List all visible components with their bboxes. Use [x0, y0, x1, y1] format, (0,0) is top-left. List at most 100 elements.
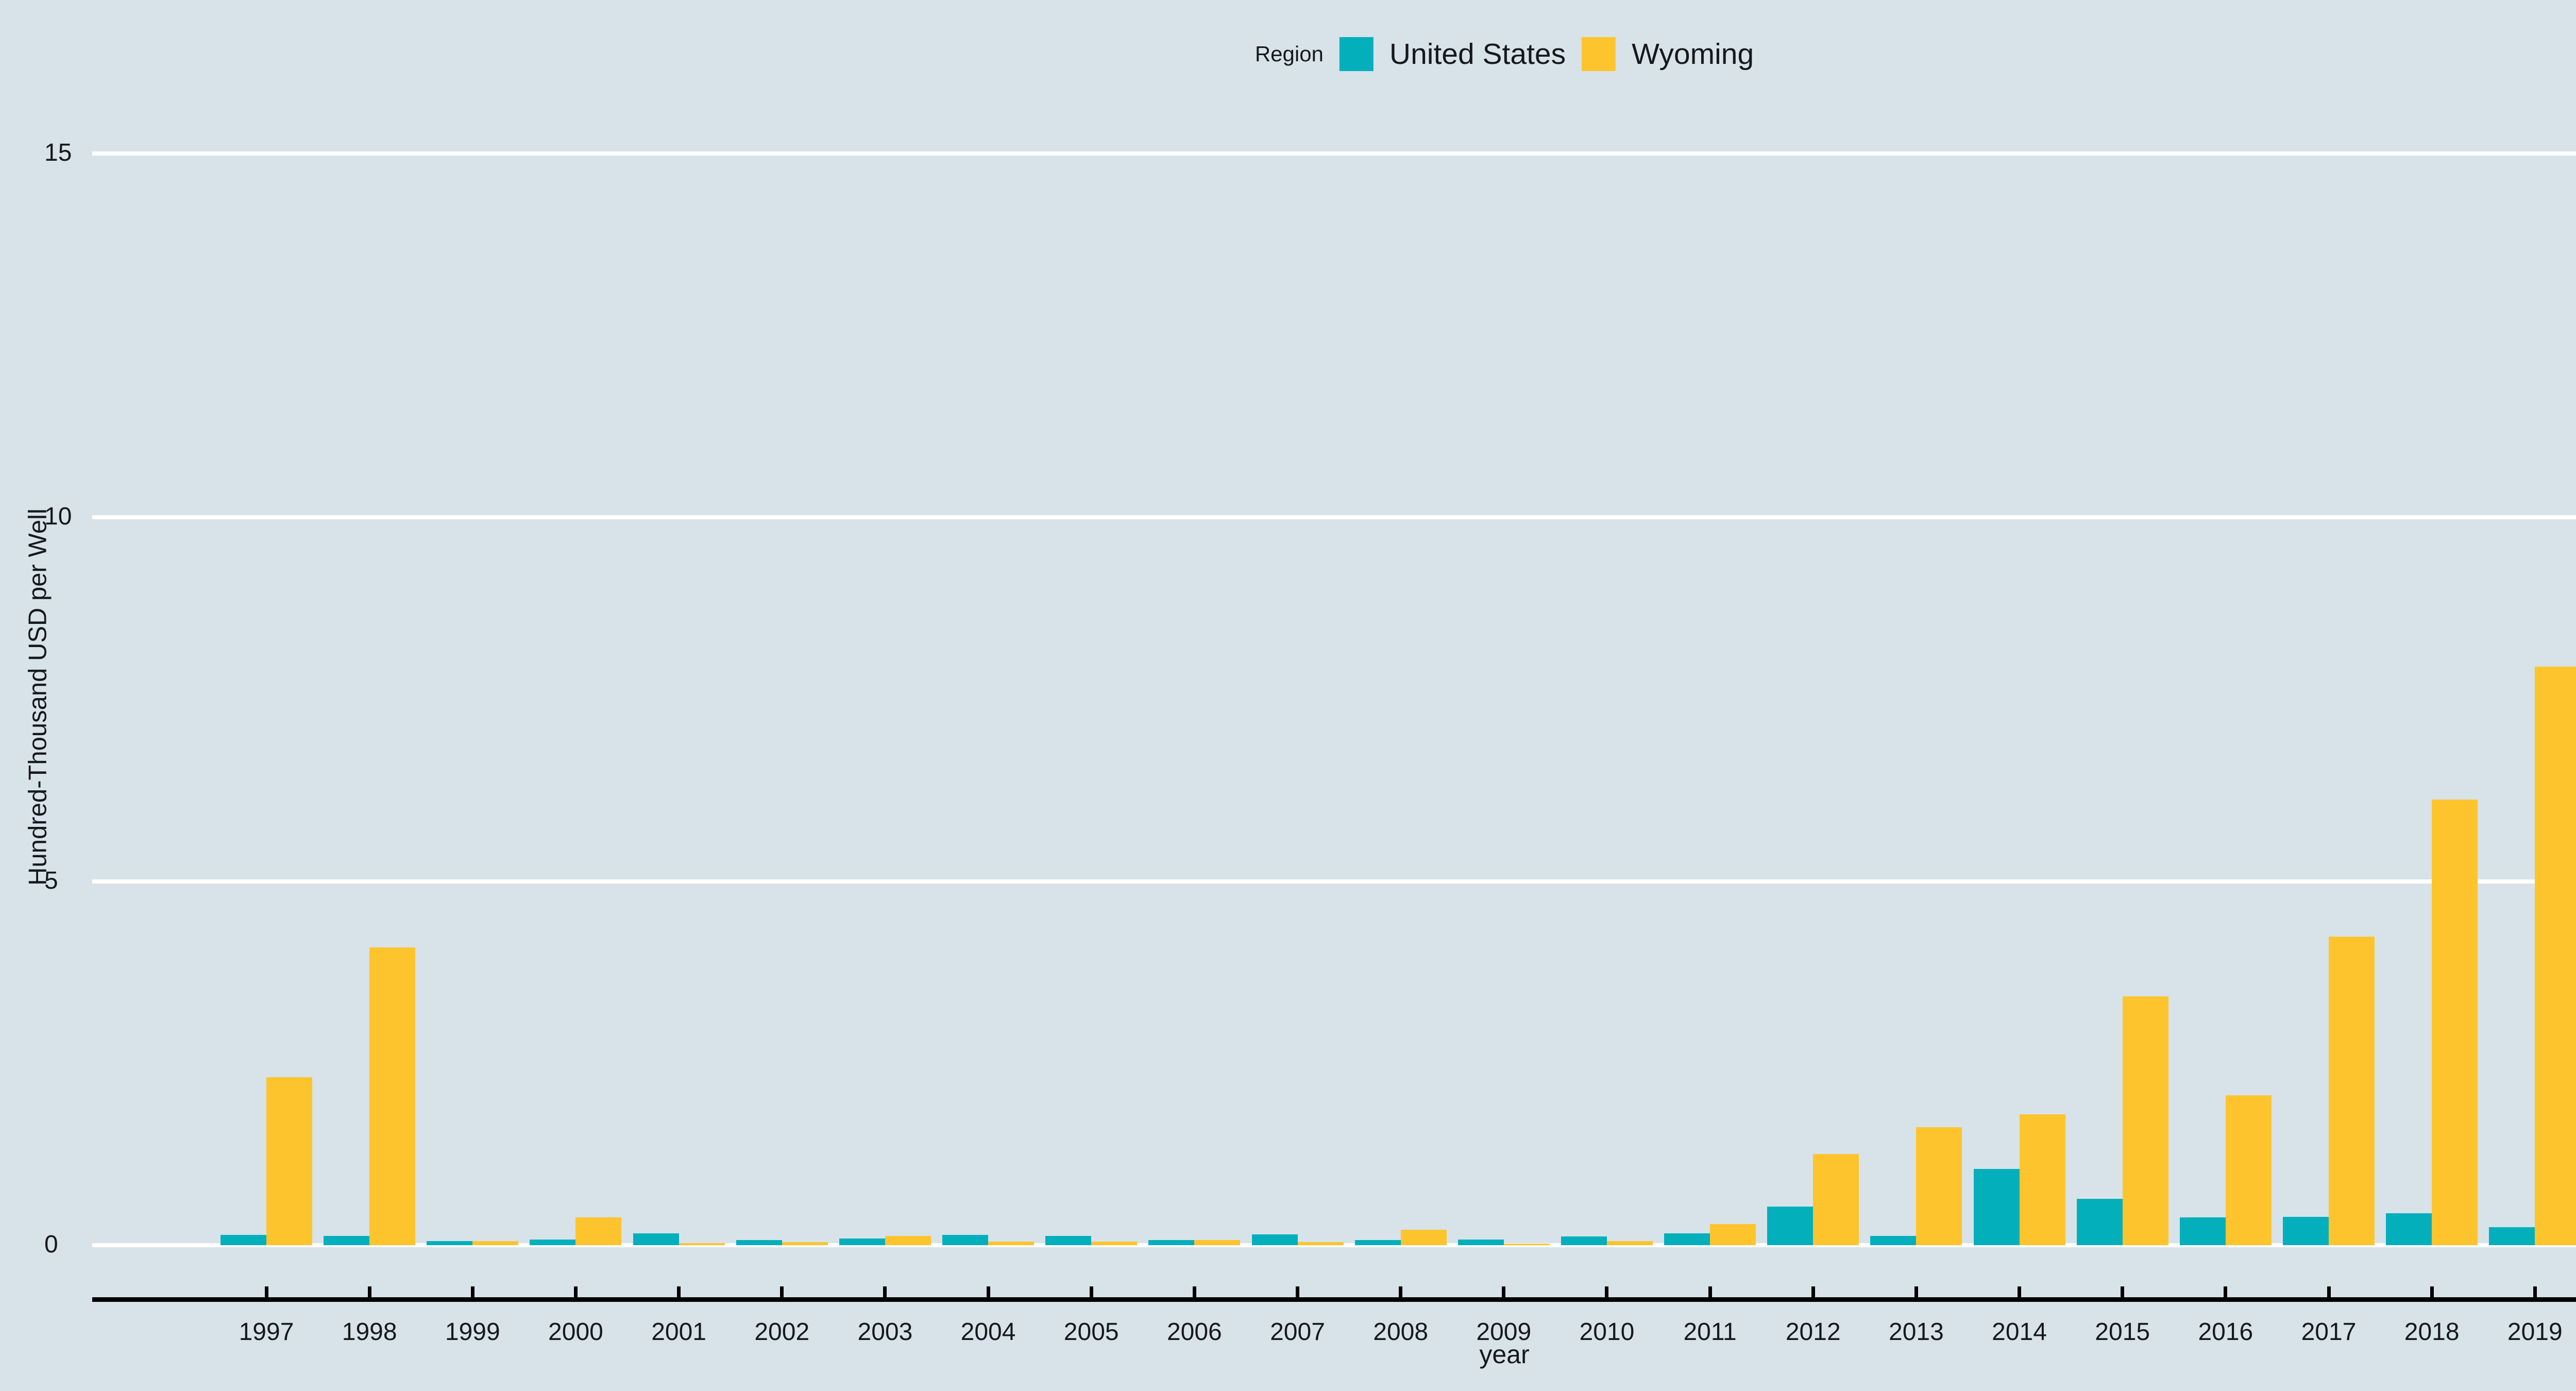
bar-united-states-2005 [1045, 1235, 1092, 1245]
x-tick-label-2004: 2004 [960, 1318, 1016, 1346]
bar-united-states-2014 [1973, 1168, 2020, 1245]
bar-united-states-2013 [1870, 1235, 1917, 1245]
x-tick-label-2009: 2009 [1476, 1318, 1532, 1346]
x-tick-label-1997: 1997 [239, 1318, 294, 1346]
legend: Region United States Wyoming [1255, 37, 1754, 71]
x-axis-tick-2018 [2430, 1286, 2434, 1297]
bar-wyoming-2010 [1606, 1241, 1653, 1245]
bar-united-states-2002 [736, 1240, 782, 1245]
x-axis-tick-2013 [1914, 1286, 1918, 1297]
gridline-y-10 [92, 515, 2576, 519]
bar-united-states-1997 [221, 1235, 266, 1245]
x-axis-tick-2005 [1089, 1286, 1093, 1297]
x-axis-tick-2016 [2224, 1286, 2228, 1297]
bar-wyoming-2003 [885, 1235, 931, 1245]
bar-united-states-2010 [1561, 1236, 1607, 1245]
bar-united-states-1998 [324, 1235, 370, 1245]
x-axis-tick-2017 [2327, 1286, 2331, 1297]
bar-united-states-2004 [942, 1235, 989, 1245]
bar-united-states-2008 [1354, 1240, 1401, 1245]
bar-wyoming-2013 [1916, 1127, 1962, 1245]
bar-united-states-2001 [633, 1233, 679, 1245]
bar-united-states-2016 [2179, 1217, 2226, 1245]
x-tick-label-2014: 2014 [1992, 1318, 2047, 1346]
x-tick-label-2011: 2011 [1683, 1318, 1737, 1346]
x-tick-label-2000: 2000 [548, 1318, 603, 1346]
bar-wyoming-1999 [472, 1241, 519, 1245]
bar-wyoming-2017 [2329, 936, 2375, 1245]
bar-wyoming-2016 [2225, 1095, 2272, 1245]
x-axis-tick-2014 [2018, 1286, 2022, 1297]
x-axis-tick-2011 [1708, 1286, 1712, 1297]
x-axis-tick-1998 [367, 1286, 371, 1297]
x-axis-tick-2019 [2533, 1286, 2537, 1297]
x-tick-label-2016: 2016 [2198, 1318, 2253, 1346]
bar-united-states-2003 [839, 1239, 885, 1245]
x-axis-tick-2008 [1399, 1286, 1403, 1297]
bar-wyoming-2014 [2019, 1114, 2065, 1245]
bar-united-states-2019 [2489, 1227, 2535, 1245]
x-axis-tick-2002 [780, 1286, 784, 1297]
legend-title: Region [1255, 42, 1324, 66]
bar-wyoming-2018 [2432, 800, 2478, 1245]
y-tick-label-10: 10 [44, 503, 72, 531]
bar-wyoming-2004 [988, 1241, 1035, 1245]
y-axis-title: Hundred-Thousand USD per Well [24, 508, 52, 886]
y-tick-label-0: 0 [44, 1231, 58, 1259]
bar-wyoming-2011 [1710, 1224, 1756, 1245]
gridline-y-0 [92, 1243, 2576, 1247]
bar-united-states-2017 [2283, 1216, 2329, 1245]
x-axis-line [92, 1297, 2576, 1302]
x-axis-tick-2006 [1192, 1286, 1196, 1297]
x-tick-label-2008: 2008 [1373, 1318, 1429, 1346]
legend-label-wyoming: Wyoming [1632, 38, 1754, 71]
bar-wyoming-2015 [2122, 996, 2168, 1245]
x-axis-tick-2009 [1502, 1286, 1506, 1297]
x-tick-label-1998: 1998 [342, 1318, 397, 1346]
bar-wyoming-2002 [782, 1242, 828, 1245]
bar-wyoming-2019 [2535, 666, 2576, 1245]
x-axis-tick-2004 [986, 1286, 990, 1297]
gridline-y-15 [92, 151, 2576, 156]
x-axis-title: year [1479, 1340, 1530, 1369]
x-axis-tick-2001 [677, 1286, 681, 1297]
x-axis-tick-1999 [470, 1286, 474, 1297]
bar-united-states-2007 [1251, 1234, 1298, 1245]
x-axis-tick-2007 [1296, 1286, 1299, 1297]
x-axis-tick-2010 [1605, 1286, 1609, 1297]
bar-united-states-2000 [530, 1239, 576, 1245]
bar-wyoming-2008 [1400, 1230, 1447, 1245]
bar-wyoming-2001 [679, 1243, 725, 1245]
bar-wyoming-1998 [369, 947, 416, 1245]
gridline-y-5 [92, 879, 2576, 884]
bar-united-states-2012 [1767, 1207, 1814, 1245]
bar-united-states-2015 [2076, 1198, 2123, 1245]
x-tick-label-2002: 2002 [754, 1318, 810, 1346]
x-tick-label-2012: 2012 [1785, 1318, 1841, 1346]
bar-united-states-2009 [1458, 1239, 1504, 1245]
x-tick-label-2006: 2006 [1166, 1318, 1222, 1346]
x-tick-label-2003: 2003 [857, 1318, 913, 1346]
x-axis-tick-2003 [883, 1286, 887, 1297]
x-tick-label-1999: 1999 [445, 1318, 500, 1346]
x-tick-label-2013: 2013 [1889, 1318, 1944, 1346]
bar-wyoming-2007 [1297, 1242, 1344, 1245]
legend-label-united-states: United States [1389, 38, 1566, 71]
legend-swatch-wyoming [1582, 37, 1616, 71]
bar-united-states-2018 [2386, 1213, 2432, 1245]
x-axis-tick-2012 [1811, 1286, 1815, 1297]
bar-wyoming-1997 [266, 1077, 312, 1245]
bar-united-states-2011 [1664, 1233, 1710, 1245]
x-tick-label-2015: 2015 [2095, 1318, 2150, 1346]
bar-wyoming-2012 [1813, 1154, 1859, 1245]
y-tick-label-5: 5 [44, 867, 58, 894]
x-tick-label-2001: 2001 [651, 1318, 706, 1346]
x-axis-tick-2000 [573, 1286, 578, 1297]
bar-wyoming-2006 [1194, 1240, 1241, 1245]
x-axis-tick-2015 [2121, 1286, 2125, 1297]
x-tick-label-2007: 2007 [1270, 1318, 1325, 1346]
bar-united-states-1999 [427, 1241, 473, 1245]
x-tick-label-2017: 2017 [2301, 1318, 2357, 1346]
bar-united-states-2006 [1148, 1240, 1195, 1245]
